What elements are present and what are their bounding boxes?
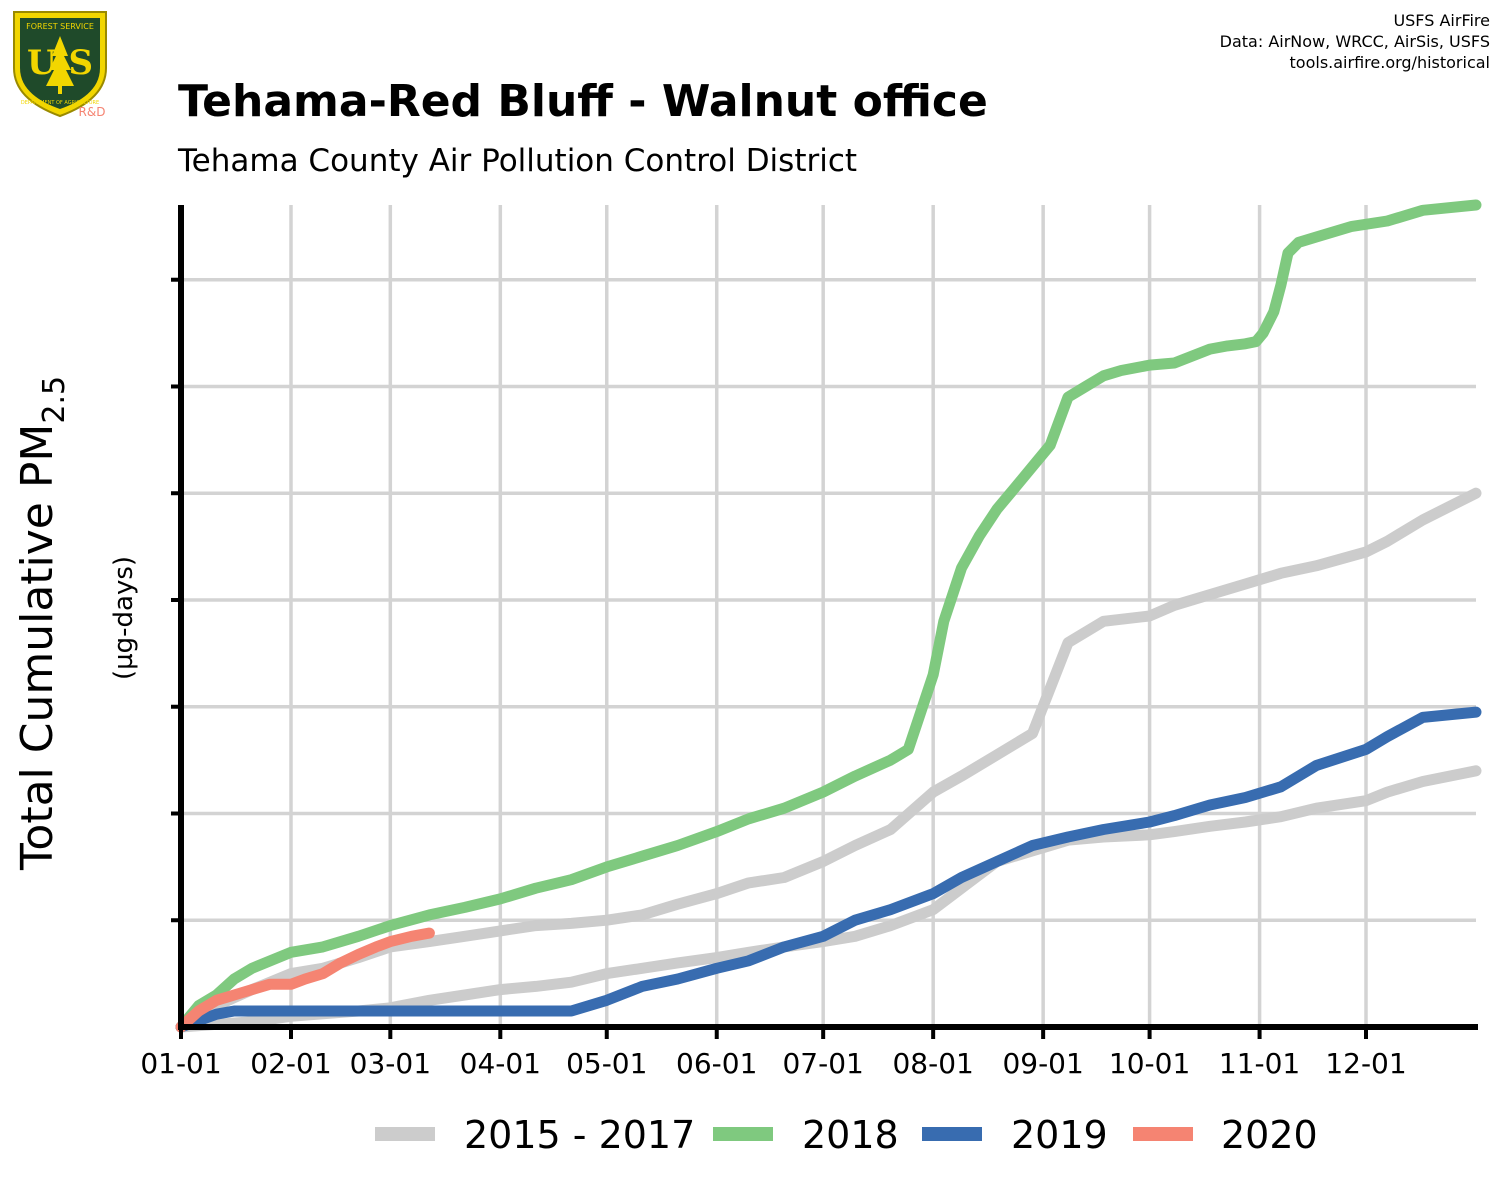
y-axis-label-text: Total Cumulative PM (12, 424, 63, 871)
y-axis-label-subscript: 2.5 (37, 376, 72, 424)
legend-label: 2020 (1221, 1113, 1318, 1157)
credit-line: tools.airfire.org/historical (1289, 53, 1490, 72)
x-tick-label: 10-01 (1109, 1047, 1190, 1080)
x-tick-label: 05-01 (566, 1047, 647, 1080)
x-tick-label: 01-01 (140, 1047, 221, 1080)
x-tick-label: 03-01 (350, 1047, 431, 1080)
series-line-2020 (175, 927, 435, 1033)
x-tick-label: 08-01 (892, 1047, 973, 1080)
x-tick-label: 02-01 (250, 1047, 331, 1080)
x-tick-label: 11-01 (1219, 1047, 1300, 1080)
x-tick-label: 09-01 (1002, 1047, 1083, 1080)
logo-bottom-text: DEPARTMENT OF AGRICULTURE (21, 100, 99, 106)
logo-top-text: FOREST SERVICE (26, 22, 94, 31)
credit-line: USFS AirFire (1393, 11, 1490, 30)
forest-service-logo: FOREST SERVICE U S DEPARTMENT OF AGRICUL… (8, 8, 112, 120)
x-tick-labels: 01-01 02-01 03-01 04-01 05-01 06-01 07-01 08-01… (140, 1047, 1406, 1080)
legend-label: 2015 - 2017 (464, 1113, 695, 1157)
series-line-2018 (175, 199, 1482, 1033)
logo-badge: R&D (79, 105, 106, 119)
x-tick-label: 07-01 (782, 1047, 863, 1080)
y-axis-label: Total Cumulative PM2.5 (12, 376, 72, 871)
chart-subtitle: Tehama County Air Pollution Control Dist… (178, 143, 858, 179)
legend: 2015 - 2017 2018 2019 2020 (375, 1113, 1318, 1157)
x-tick-label: 04-01 (460, 1047, 541, 1080)
legend-label: 2018 (802, 1113, 899, 1157)
credits: USFS AirFire Data: AirNow, WRCC, AirSis,… (1220, 10, 1490, 73)
chart-title: Tehama-Red Bluff - Walnut office (178, 76, 988, 127)
series-line-2015-2017 (175, 765, 1482, 1033)
series-lines (175, 199, 1482, 1033)
grid (179, 205, 1476, 1027)
axes (171, 205, 1478, 1039)
legend-label: 2019 (1011, 1113, 1108, 1157)
y-axis-unit: (µg-days) (109, 556, 139, 680)
credit-line: Data: AirNow, WRCC, AirSis, USFS (1219, 32, 1490, 51)
x-tick-label: 12-01 (1325, 1047, 1406, 1080)
x-tick-label: 06-01 (676, 1047, 757, 1080)
series-line-2019 (175, 706, 1482, 1033)
